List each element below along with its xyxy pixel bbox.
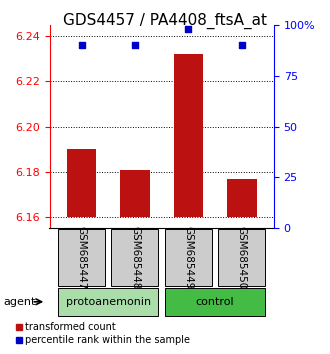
Bar — [174, 54, 203, 217]
Point — [132, 42, 138, 48]
Bar — [227, 178, 256, 217]
Text: control: control — [196, 297, 234, 307]
Point — [239, 42, 245, 48]
Text: GSM685447: GSM685447 — [77, 226, 86, 289]
Text: protoanemonin: protoanemonin — [66, 297, 151, 307]
Bar — [120, 170, 150, 217]
Text: GSM685449: GSM685449 — [183, 226, 193, 289]
Text: GSM685448: GSM685448 — [130, 226, 140, 289]
Bar — [165, 229, 212, 286]
Point — [186, 26, 191, 32]
Text: agent: agent — [3, 297, 36, 307]
Bar — [67, 149, 96, 217]
Legend: transformed count, percentile rank within the sample: transformed count, percentile rank withi… — [12, 319, 194, 349]
Text: GSM685450: GSM685450 — [237, 226, 247, 289]
Point — [79, 42, 84, 48]
Bar — [165, 288, 265, 316]
Bar — [112, 229, 158, 286]
Bar — [58, 288, 158, 316]
Bar — [218, 229, 265, 286]
Text: GDS4457 / PA4408_ftsA_at: GDS4457 / PA4408_ftsA_at — [63, 12, 267, 29]
Bar — [58, 229, 105, 286]
